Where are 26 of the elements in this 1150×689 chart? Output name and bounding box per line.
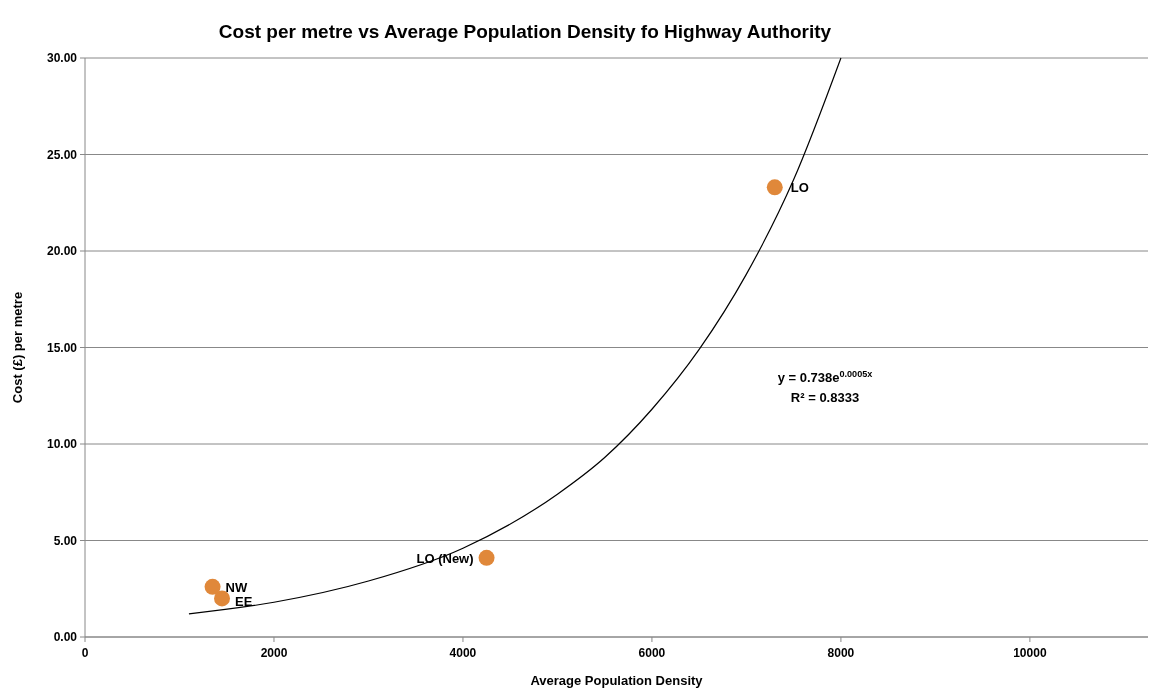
point [214, 590, 231, 607]
y-tick-label: 25.00 [46, 147, 78, 162]
x-tick-label: 4000 [449, 646, 477, 660]
annotation: LO [790, 180, 809, 196]
y-tick-label: 0.00 [53, 630, 78, 644]
x-tick-label: 0 [81, 646, 89, 660]
x-axis-title: Average Population Density [530, 673, 704, 688]
x-tick-label: 8000 [827, 646, 855, 660]
x-tick-label: 2000 [260, 646, 288, 660]
x-tick-label: 6000 [638, 646, 666, 660]
y-tick-label: 15.00 [46, 340, 78, 355]
x-tick-label: 10000 [1013, 646, 1047, 660]
annotation: y = 0.738e$^{0.0005x}$ [777, 369, 873, 385]
annotation: LO (New) [416, 550, 474, 566]
y-tick-label: 10.00 [46, 437, 78, 451]
annotation: NW [225, 579, 248, 595]
point [478, 549, 495, 566]
y-tick-label: 5.00 [53, 533, 78, 548]
chart-title: Cost per metre vs Average Population Density fo Highway Authority [218, 21, 832, 42]
y-tick-label: 20.00 [46, 244, 78, 258]
annotation: R² = 0.8333 [790, 390, 860, 405]
y-axis-title: Cost (£) per metre [10, 291, 25, 404]
point [204, 578, 221, 595]
y-tick-label: 30.00 [46, 51, 78, 65]
annotation: EE [235, 594, 253, 610]
point [766, 179, 783, 196]
